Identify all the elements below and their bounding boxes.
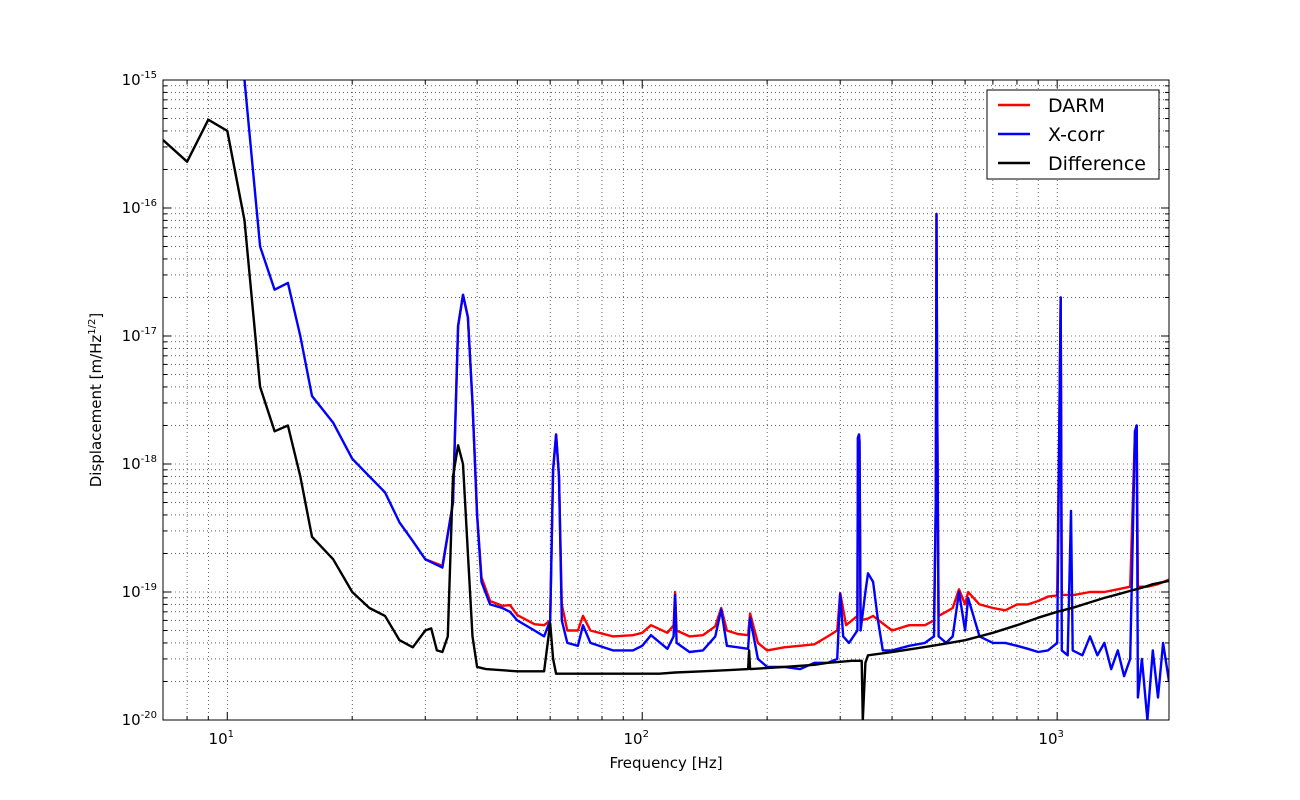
x-axis-title: Frequency [Hz]	[609, 754, 722, 772]
y-tick-label-exp: -17	[141, 326, 157, 337]
plot-frame	[162, 79, 1170, 721]
legend-label-xcorr: X-corr	[1048, 124, 1104, 146]
y-tick-label: 10-18	[122, 454, 157, 473]
x-tick-labels: 101 102 103	[209, 729, 1064, 748]
y-axis-title-sup: 1/2	[87, 319, 98, 335]
y-tick-label: 10-16	[122, 198, 157, 217]
y-axis-title: Displacement [m/Hz1/2]	[87, 313, 105, 488]
y-tick-label-base: 10	[122, 199, 141, 217]
series-layer	[163, 80, 1169, 720]
y-tick-label: 10-15	[122, 70, 157, 89]
x-tick-label-base: 10	[1038, 730, 1057, 748]
legend: DARM X-corr Difference	[986, 89, 1160, 180]
series-line-x-corr	[243, 80, 1169, 720]
legend-label-darm: DARM	[1048, 95, 1105, 117]
y-axis-title-end: ]	[87, 313, 105, 319]
y-tick-label-base: 10	[122, 583, 141, 601]
y-tick-label-base: 10	[122, 711, 141, 729]
y-tick-label-base: 10	[122, 455, 141, 473]
x-tick-label-base: 10	[623, 730, 642, 748]
y-tick-label-exp: -19	[141, 582, 157, 593]
y-tick-label-exp: -15	[141, 70, 157, 81]
x-tick-label-exp: 3	[1058, 729, 1064, 740]
y-axis-title-main: Displacement [m/Hz	[87, 335, 105, 488]
x-tick-label: 101	[209, 729, 234, 748]
y-tick-label-exp: -20	[141, 710, 157, 721]
y-tick-label: 10-20	[122, 710, 157, 729]
ticks	[162, 79, 1169, 721]
x-tick-label-exp: 2	[643, 729, 649, 740]
y-tick-label: 10-17	[122, 326, 157, 345]
series-line-difference	[163, 118, 1169, 720]
y-tick-label-base: 10	[122, 71, 141, 89]
x-tick-label-base: 10	[209, 730, 228, 748]
y-tick-label: 10-19	[122, 582, 157, 601]
y-tick-label-exp: -18	[141, 454, 157, 465]
y-tick-label-exp: -16	[141, 198, 157, 209]
x-tick-label: 102	[623, 729, 648, 748]
x-tick-label: 103	[1038, 729, 1063, 748]
y-tick-label-base: 10	[122, 327, 141, 345]
legend-label-difference: Difference	[1048, 153, 1146, 175]
x-tick-label-exp: 1	[228, 729, 234, 740]
